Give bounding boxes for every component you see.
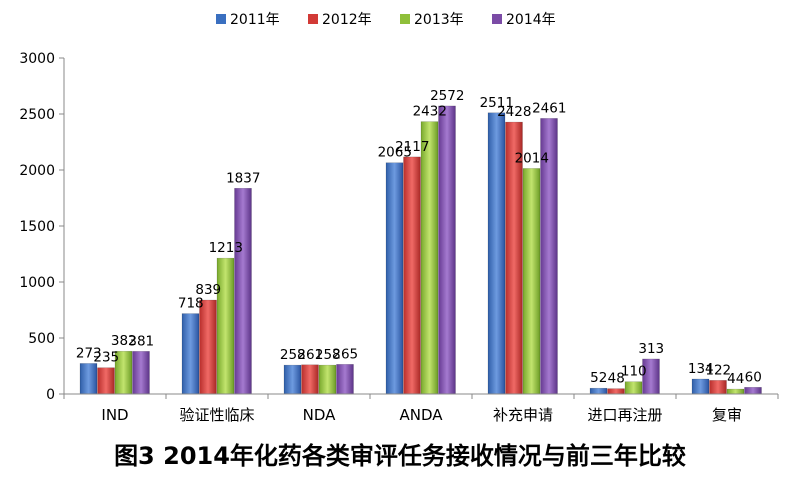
bar	[336, 364, 354, 395]
data-label: 261	[297, 347, 323, 363]
data-label: 258	[315, 347, 341, 363]
y-tick-label: 3000	[19, 51, 55, 67]
y-axis: 0 500 1000 1500 2000 2500 3000	[19, 51, 65, 403]
legend-swatch	[216, 14, 226, 24]
bar	[403, 156, 421, 395]
bar	[216, 257, 235, 395]
bar	[624, 381, 643, 395]
bar	[79, 363, 98, 395]
data-label: 2572	[430, 88, 464, 104]
y-tick-label: 2000	[19, 163, 55, 179]
data-label: 1213	[209, 240, 243, 256]
data-label: 110	[621, 364, 647, 380]
data-label: 60	[745, 369, 762, 385]
legend-label: 2012年	[322, 12, 372, 28]
data-label: 381	[128, 333, 154, 349]
bar-chart: 2011年 2012年 2013年 2014年 0 500 1000 1500 2000 250…	[19, 12, 779, 424]
data-label: 122	[705, 362, 731, 378]
legend-swatch	[308, 14, 318, 24]
y-tick-label: 1000	[19, 275, 55, 291]
data-label: 1837	[226, 170, 260, 186]
y-tick-label: 0	[46, 387, 55, 403]
data-label: 48	[608, 371, 625, 387]
data-label: 839	[195, 282, 221, 298]
legend-swatch	[492, 14, 502, 24]
bar	[487, 112, 506, 395]
bar	[234, 188, 252, 395]
bar	[607, 388, 625, 395]
data-label: 2511	[480, 95, 514, 111]
x-tick-label: 验证性临床	[179, 406, 254, 424]
data-label: 2065	[378, 145, 412, 161]
x-tick-label: ANDA	[399, 406, 443, 424]
data-label: 265	[332, 346, 358, 362]
data-label: 2432	[413, 104, 447, 120]
bar	[726, 388, 745, 395]
bar	[385, 162, 404, 395]
data-label: 2117	[395, 139, 429, 155]
bar	[709, 380, 727, 395]
bar	[589, 387, 608, 395]
data-label: 382	[111, 333, 137, 349]
y-tick-label: 2500	[19, 107, 55, 123]
legend-label: 2014年	[506, 12, 556, 28]
data-label: 235	[93, 350, 119, 366]
bar	[181, 313, 200, 395]
chart-caption: 图3 2014年化药各类审评任务接收情况与前三年比较	[114, 442, 686, 470]
bar	[132, 351, 150, 395]
x-axis: IND 验证性临床 NDA ANDA 补充申请 进口再注册 复审	[63, 393, 779, 424]
bar	[97, 367, 115, 395]
x-tick-label: IND	[101, 406, 128, 424]
data-label: 44	[727, 371, 744, 387]
legend: 2011年 2012年 2013年 2014年	[216, 12, 556, 28]
bar	[199, 299, 217, 395]
data-label: 258	[280, 347, 306, 363]
bar	[522, 168, 541, 395]
data-label: 52	[590, 370, 607, 386]
bar	[438, 105, 456, 395]
bars: 273 718 258 2065 2511 52 134 235 839 261 2117 2428 4…	[76, 88, 762, 395]
x-tick-label: NDA	[303, 406, 337, 424]
data-label: 273	[76, 345, 102, 361]
data-label: 718	[178, 296, 204, 312]
bar	[691, 378, 710, 395]
x-tick-label: 复审	[712, 406, 742, 424]
legend-label: 2011年	[230, 12, 280, 28]
x-tick-label: 补充申请	[493, 406, 553, 424]
y-tick-label: 1500	[19, 219, 55, 235]
bar	[283, 364, 302, 395]
data-label: 2428	[497, 104, 531, 120]
legend-label: 2013年	[414, 12, 464, 28]
data-label: 2014	[515, 150, 549, 166]
x-tick-label: 进口再注册	[587, 406, 662, 424]
bar	[420, 121, 439, 395]
data-label: 2461	[532, 100, 566, 116]
bar	[318, 364, 337, 395]
data-label: 134	[688, 361, 714, 377]
bar	[301, 364, 319, 395]
data-label: 313	[638, 341, 664, 357]
bar	[744, 387, 762, 395]
legend-swatch	[400, 14, 410, 24]
y-tick-label: 500	[28, 331, 55, 347]
